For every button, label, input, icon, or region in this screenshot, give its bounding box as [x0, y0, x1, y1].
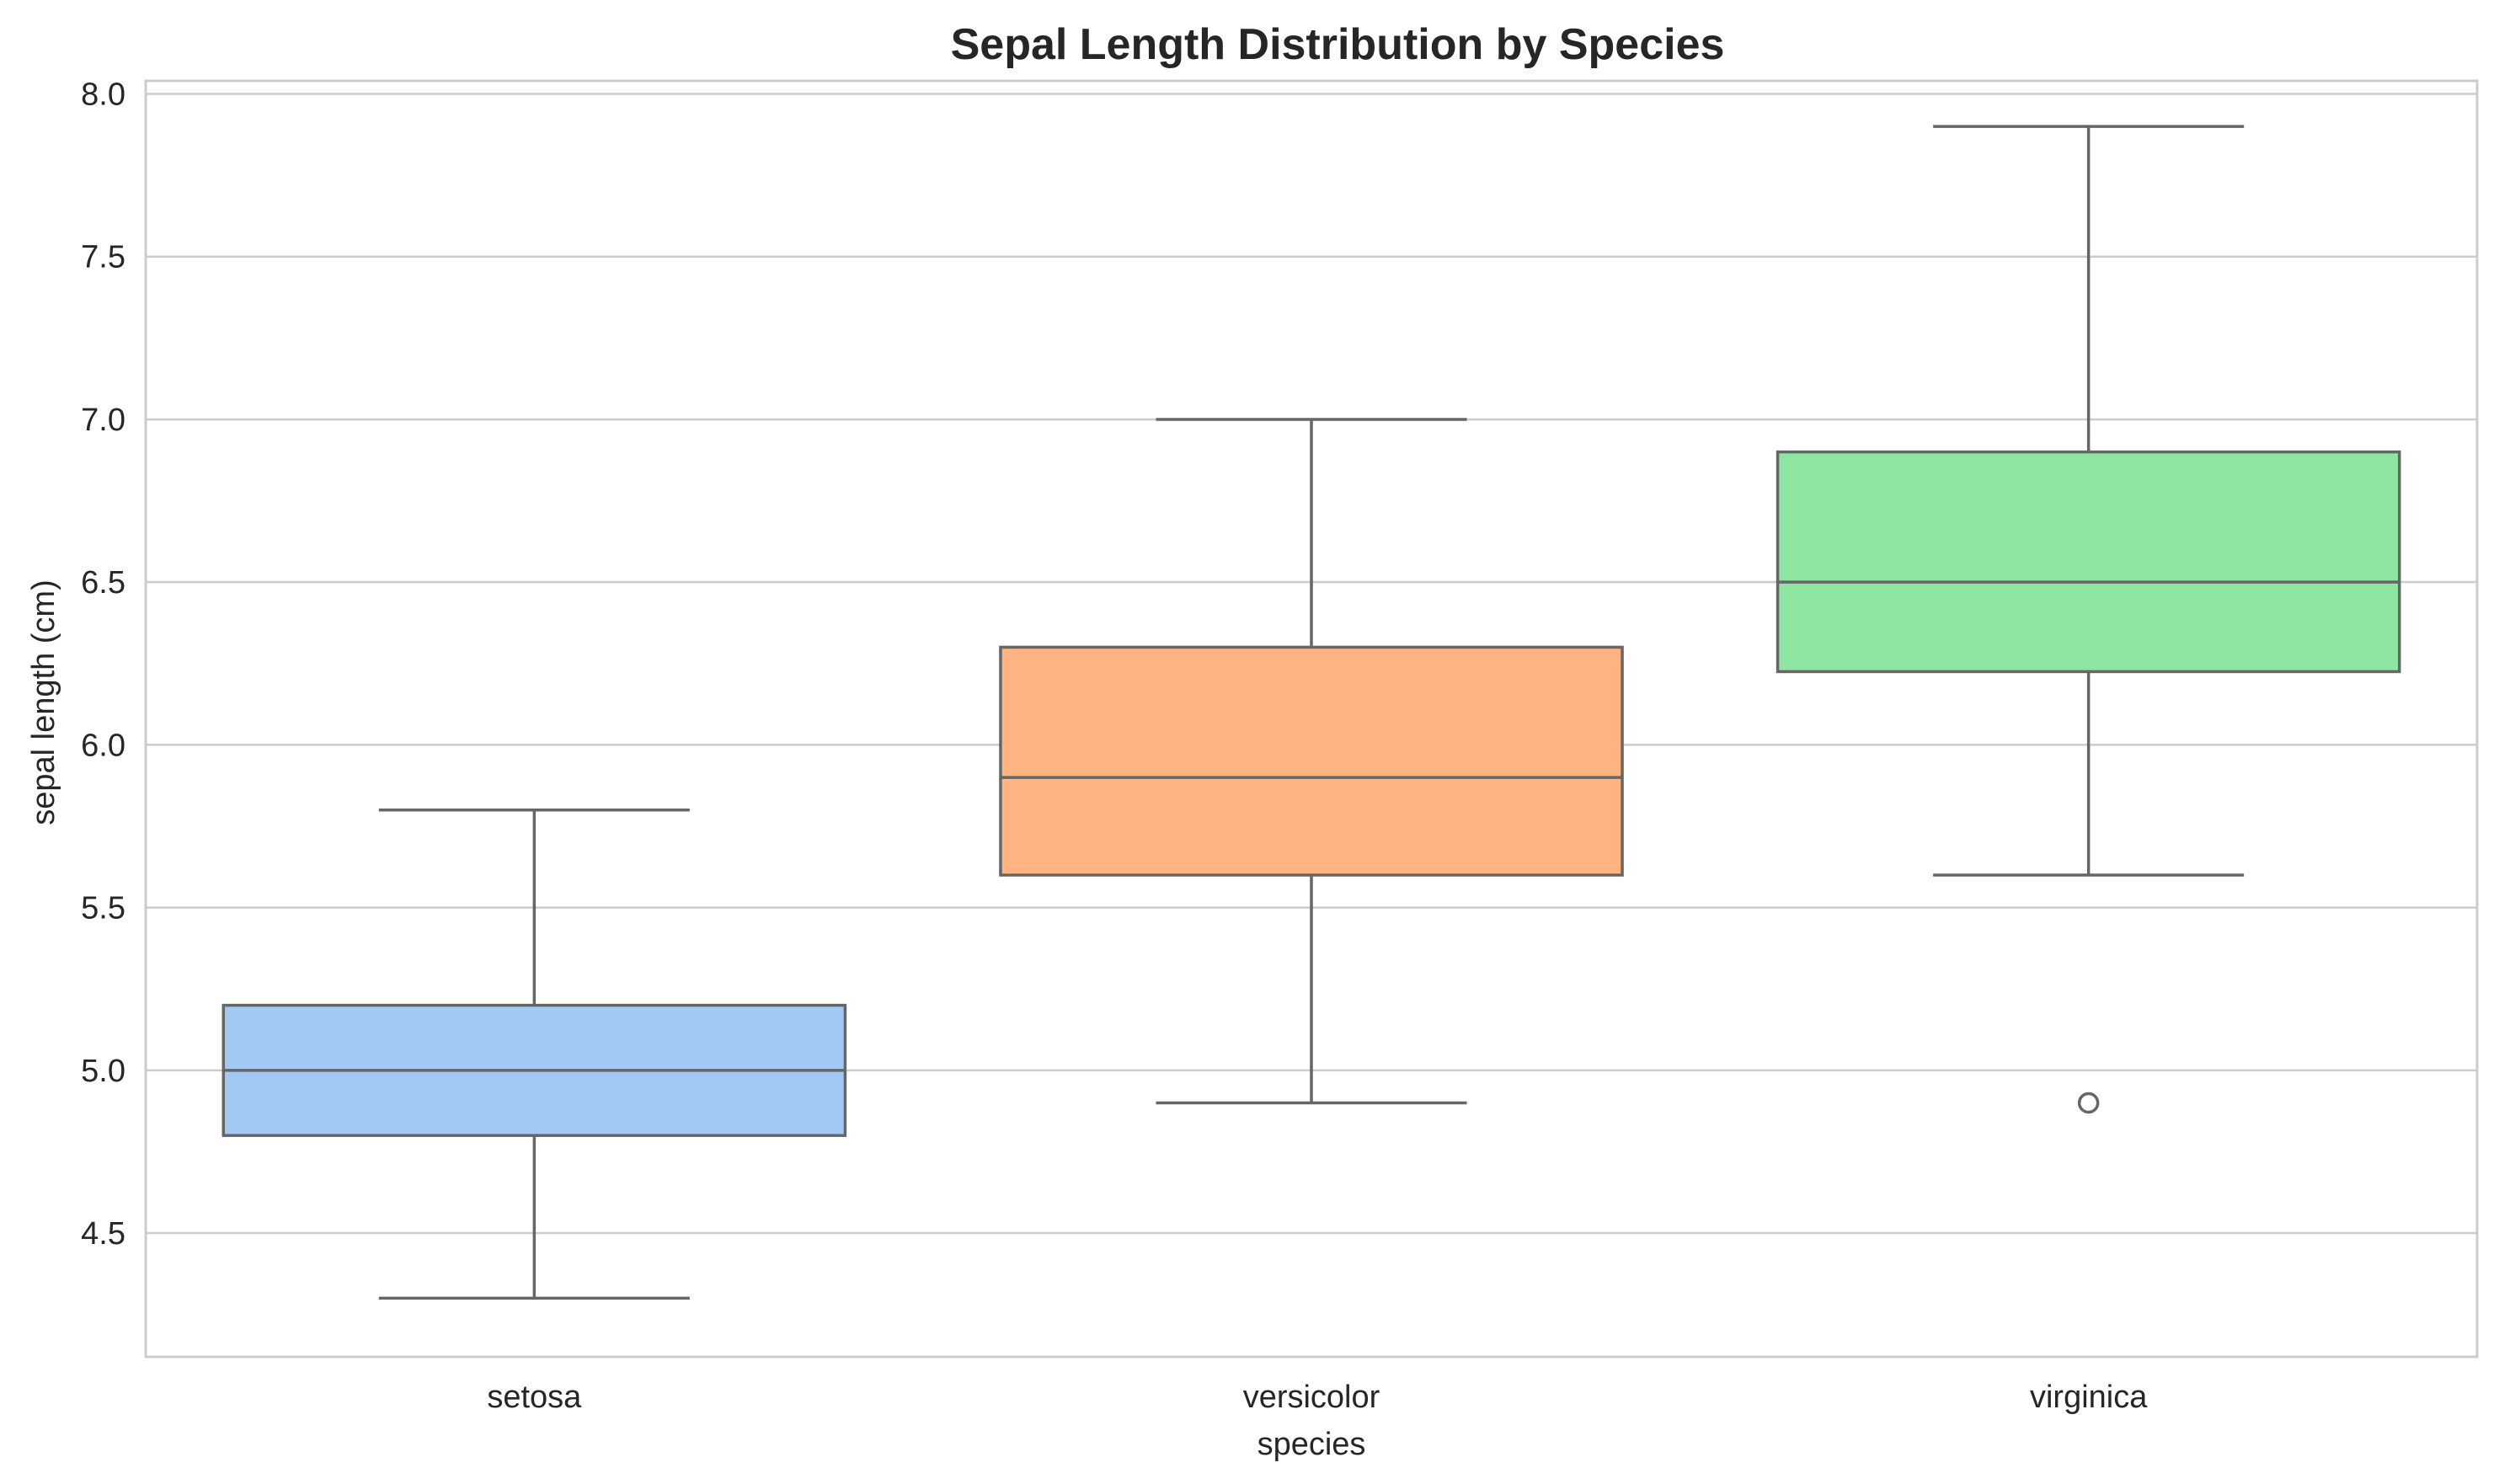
- iqr-box: [999, 645, 1624, 877]
- x-axis-ticks: setosa versicolor virginica: [487, 1380, 2148, 1415]
- box-group-virginica: [1775, 125, 2401, 1114]
- box-series: [222, 125, 2401, 1300]
- iqr-box: [1775, 450, 2401, 674]
- box-group-versicolor: [999, 418, 1624, 1105]
- y-tick-label: 7.0: [81, 403, 125, 438]
- x-axis-label: species: [1258, 1427, 1366, 1462]
- y-tick-label: 4.5: [81, 1216, 125, 1252]
- y-tick-label: 7.5: [81, 240, 125, 275]
- y-axis-ticks: 4.5 5.0 5.5 6.0 6.5 7.0 7.5 8.0: [81, 77, 125, 1252]
- chart-title: Sepal Length Distribution by Species: [951, 20, 1725, 69]
- y-tick-label: 5.0: [81, 1054, 125, 1089]
- y-tick-label: 8.0: [81, 77, 125, 112]
- outlier-point: [2077, 1092, 2100, 1114]
- x-tick-label: versicolor: [1243, 1380, 1380, 1415]
- y-tick-label: 5.5: [81, 891, 125, 926]
- plot-area-frame: [144, 79, 2479, 1359]
- x-tick-label: setosa: [487, 1380, 582, 1415]
- x-tick-label: virginica: [2030, 1380, 2148, 1415]
- box-group-setosa: [222, 808, 847, 1300]
- y-axis-label: sepal length (cm): [26, 579, 61, 825]
- y-tick-label: 6.0: [81, 728, 125, 763]
- y-tick-label: 6.5: [81, 565, 125, 601]
